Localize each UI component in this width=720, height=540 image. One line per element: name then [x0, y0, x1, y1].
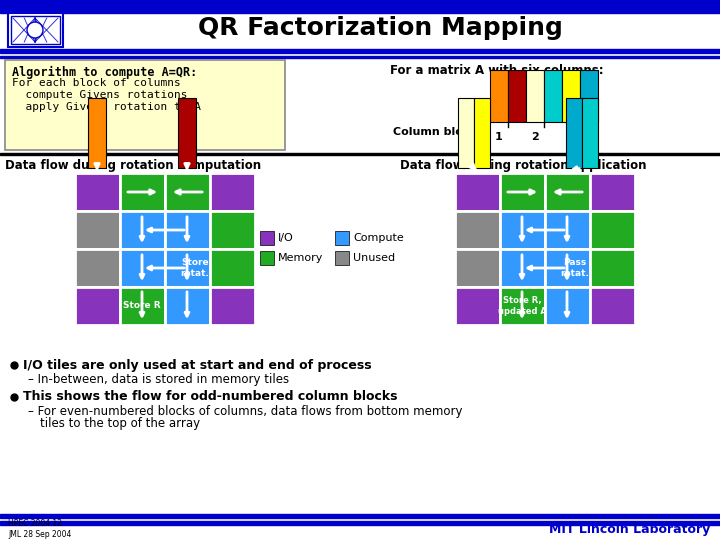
Bar	[260, 231, 274, 245]
Bar	[500, 173, 545, 211]
Circle shape	[27, 22, 43, 38]
Bar	[455, 211, 500, 249]
Bar	[120, 211, 165, 249]
Bar	[0, 153, 720, 155]
Bar	[260, 251, 274, 265]
Text: Memory: Memory	[278, 253, 323, 263]
Bar	[75, 211, 120, 249]
Text: I/O: I/O	[278, 233, 294, 243]
Text: Store R,
updated A: Store R, updated A	[498, 296, 546, 316]
Bar	[210, 287, 255, 325]
Bar	[75, 249, 120, 287]
Bar	[75, 173, 120, 211]
Bar	[75, 287, 120, 325]
Bar	[455, 249, 500, 287]
Text: Store
rotat.: Store rotat.	[181, 258, 210, 278]
Text: Algorithm to compute A=QR:: Algorithm to compute A=QR:	[12, 66, 197, 79]
Bar	[590, 173, 635, 211]
Bar	[165, 173, 210, 211]
Bar	[178, 98, 196, 168]
Bar	[500, 249, 545, 287]
Text: For each block of columns: For each block of columns	[12, 78, 181, 88]
Bar	[458, 98, 474, 168]
Bar	[210, 249, 255, 287]
Bar	[545, 173, 590, 211]
Bar	[455, 173, 500, 211]
Text: Unused: Unused	[353, 253, 395, 263]
Text: – In-between, data is stored in memory tiles: – In-between, data is stored in memory t…	[28, 373, 289, 386]
Bar	[210, 211, 255, 249]
Bar	[165, 287, 210, 325]
Text: For a matrix A with six columns:: For a matrix A with six columns:	[390, 64, 603, 77]
Text: 1: 1	[495, 132, 503, 142]
Text: HPEC 2004 12
JML 28 Sep 2004: HPEC 2004 12 JML 28 Sep 2004	[8, 518, 71, 539]
Bar	[562, 70, 580, 122]
Bar	[0, 49, 720, 53]
Bar	[120, 249, 165, 287]
Bar	[165, 211, 210, 249]
Text: 3: 3	[567, 132, 575, 142]
Bar	[474, 98, 490, 168]
Bar	[544, 70, 562, 122]
Text: tiles to the top of the array: tiles to the top of the array	[40, 416, 200, 429]
Bar	[165, 249, 210, 287]
Text: I/O tiles are only used at start and end of process: I/O tiles are only used at start and end…	[23, 359, 372, 372]
Bar	[8, 13, 63, 47]
Text: compute Givens rotations: compute Givens rotations	[12, 90, 187, 100]
Text: Store R: Store R	[123, 301, 161, 310]
Bar	[0, 0, 720, 13]
Bar	[500, 211, 545, 249]
Text: Data flow during rotation application: Data flow during rotation application	[400, 159, 647, 172]
Bar	[0, 56, 720, 58]
Bar	[490, 70, 508, 122]
Bar	[0, 521, 720, 525]
Bar	[508, 70, 526, 122]
Bar	[0, 514, 720, 518]
Bar	[455, 287, 500, 325]
Bar	[120, 287, 165, 325]
Bar	[590, 211, 635, 249]
Bar	[566, 98, 582, 168]
Bar	[580, 70, 598, 122]
Bar	[526, 70, 544, 122]
Bar	[11, 16, 60, 44]
Text: This shows the flow for odd-numbered column blocks: This shows the flow for odd-numbered col…	[23, 390, 397, 403]
Text: Data flow during rotation computation: Data flow during rotation computation	[5, 159, 261, 172]
Text: Column block: Column block	[393, 127, 477, 137]
Bar	[545, 211, 590, 249]
Text: apply Givens rotation to A: apply Givens rotation to A	[12, 102, 201, 112]
Bar	[120, 173, 165, 211]
Bar	[335, 251, 349, 265]
Text: QR Factorization Mapping: QR Factorization Mapping	[197, 16, 562, 40]
Bar	[590, 287, 635, 325]
Bar	[210, 173, 255, 211]
Text: 2: 2	[531, 132, 539, 142]
Bar	[590, 249, 635, 287]
Bar	[5, 60, 285, 150]
Text: Pass
rotat.: Pass rotat.	[561, 258, 590, 278]
Bar	[582, 98, 598, 168]
Text: MIT Lincoln Laboratory: MIT Lincoln Laboratory	[549, 523, 710, 536]
Bar	[335, 231, 349, 245]
Bar	[500, 287, 545, 325]
Bar	[545, 287, 590, 325]
Text: Compute: Compute	[353, 233, 404, 243]
Bar	[88, 98, 106, 168]
Text: – For even-numbered blocks of columns, data flows from bottom memory: – For even-numbered blocks of columns, d…	[28, 404, 462, 417]
Bar	[545, 249, 590, 287]
